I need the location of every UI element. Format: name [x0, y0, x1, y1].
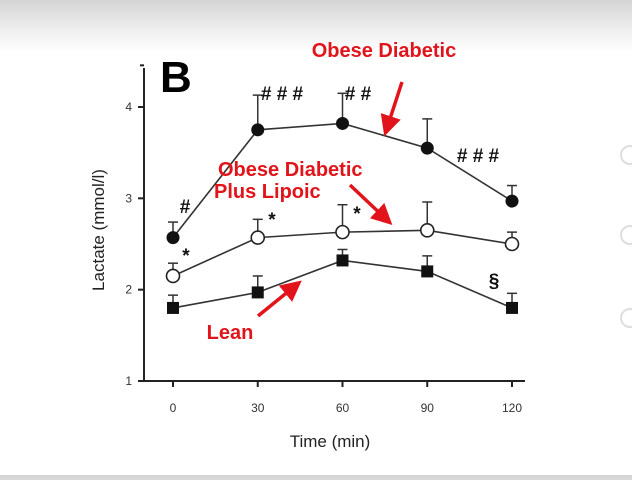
series-0 [166, 92, 519, 245]
data-point [504, 236, 520, 252]
series-label-lean: Lean [207, 322, 254, 344]
y-tick-label: 1 [125, 374, 132, 388]
data-point [167, 301, 179, 314]
data-point [336, 116, 349, 130]
data-point [421, 265, 434, 278]
series-label-obese-diabetic: Obese Diabetic [312, 40, 457, 62]
data-point [420, 141, 434, 155]
significance-marker: * [182, 246, 190, 267]
significance-marker: § [489, 271, 500, 292]
data-point [336, 254, 349, 267]
significance-marker: * [268, 210, 276, 231]
data-point [335, 224, 350, 240]
data-point [165, 268, 181, 284]
series-2 [167, 248, 518, 314]
significance-marker: # # # [261, 84, 304, 105]
callout-arrow [256, 280, 302, 318]
x-tick-label: 120 [502, 401, 522, 415]
label-line: Obese Diabetic [218, 159, 363, 181]
panel-letter: B [160, 53, 192, 102]
data-point [166, 231, 180, 245]
ghost-mark [620, 308, 632, 328]
y-axis-title: Lactate (mmol/l) [89, 169, 108, 291]
data-point [506, 301, 518, 314]
series-1 [165, 201, 520, 284]
y-tick-label: 4 [125, 100, 132, 114]
data-point [505, 194, 519, 208]
x-tick-label: 90 [421, 401, 435, 415]
x-tick-label: 30 [251, 401, 265, 415]
significance-marker: # # # [457, 146, 500, 167]
data-point [250, 230, 266, 245]
significance-marker: # # [345, 84, 372, 105]
y-tick-label: 3 [125, 191, 132, 205]
x-axis-title: Time (min) [290, 432, 371, 451]
data-point [251, 123, 265, 137]
series-label-obese-diabetic-lipoic: Obese Diabetic Plus Lipoic [214, 159, 363, 203]
callout-arrow [348, 183, 393, 226]
data-point [419, 223, 435, 238]
label-line: Plus Lipoic [214, 181, 321, 203]
data-point [251, 286, 264, 299]
y-tick-label: 2 [125, 283, 132, 297]
series-line [172, 259, 513, 309]
x-tick-label: 0 [170, 401, 177, 415]
ghost-mark [620, 225, 632, 245]
x-tick-label: 60 [336, 401, 350, 415]
ghost-mark [620, 145, 632, 165]
callout-arrow [380, 81, 404, 137]
significance-marker: * [353, 204, 361, 225]
significance-marker: # [180, 197, 191, 218]
